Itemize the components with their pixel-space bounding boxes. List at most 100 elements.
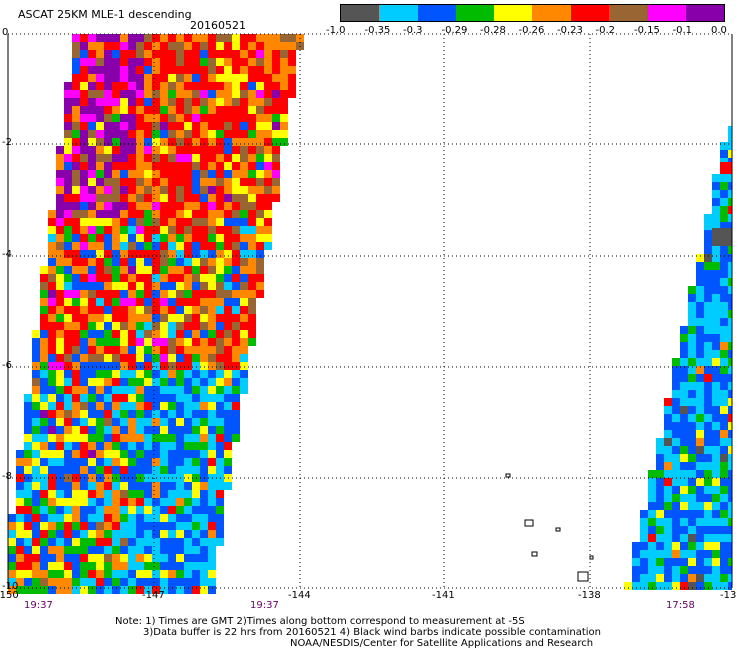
data-cell — [136, 418, 144, 426]
data-cell — [144, 570, 152, 578]
data-cell — [128, 154, 136, 162]
data-cell — [112, 266, 120, 274]
data-cell — [80, 186, 88, 194]
data-cell — [176, 90, 184, 98]
data-cell — [224, 98, 232, 106]
data-cell — [88, 122, 96, 130]
data-cell — [712, 174, 720, 182]
data-cell — [224, 386, 232, 394]
data-cell — [128, 466, 136, 474]
data-cell — [232, 202, 240, 210]
data-cell — [248, 234, 256, 242]
data-cell — [272, 74, 280, 82]
data-cell — [216, 538, 224, 546]
data-cell — [136, 570, 144, 578]
data-cell — [728, 198, 732, 206]
data-cell — [672, 574, 680, 582]
data-cell — [64, 562, 72, 570]
data-cell — [208, 250, 216, 258]
data-cell — [64, 90, 72, 98]
data-cell — [192, 386, 200, 394]
data-cell — [112, 394, 120, 402]
data-cell — [240, 218, 248, 226]
data-cell — [208, 362, 216, 370]
data-cell — [208, 498, 216, 506]
data-cell — [128, 122, 136, 130]
data-cell — [704, 510, 712, 518]
data-cell — [176, 330, 184, 338]
data-cell — [184, 90, 192, 98]
data-cell — [200, 354, 208, 362]
data-cell — [208, 354, 216, 362]
data-cell — [680, 398, 688, 406]
data-cell — [32, 514, 40, 522]
data-cell — [80, 42, 88, 50]
data-cell — [136, 58, 144, 66]
data-cell — [160, 98, 168, 106]
data-cell — [96, 562, 104, 570]
data-cell — [96, 114, 104, 122]
data-cell — [184, 522, 192, 530]
data-cell — [136, 130, 144, 138]
data-cell — [88, 130, 96, 138]
data-cell — [728, 582, 732, 590]
data-cell — [56, 290, 64, 298]
data-cell — [80, 266, 88, 274]
data-cell — [728, 358, 732, 366]
data-cell — [96, 378, 104, 386]
data-cell — [200, 226, 208, 234]
data-cell — [112, 202, 120, 210]
colorbar-label: -0.35 — [364, 25, 391, 36]
data-cell — [88, 538, 96, 546]
data-cell — [104, 146, 112, 154]
data-cell — [176, 586, 184, 594]
data-cell — [184, 538, 192, 546]
data-cell — [208, 226, 216, 234]
data-cell — [176, 194, 184, 202]
data-cell — [120, 306, 128, 314]
data-cell — [232, 362, 240, 370]
data-cell — [200, 250, 208, 258]
data-cell — [264, 42, 272, 50]
data-cell — [136, 266, 144, 274]
data-cell — [280, 34, 288, 42]
data-cell — [104, 82, 112, 90]
data-cell — [168, 178, 176, 186]
data-cell — [272, 114, 280, 122]
data-cell — [664, 558, 672, 566]
data-cell — [200, 426, 208, 434]
data-cell — [128, 58, 136, 66]
data-cell — [208, 218, 216, 226]
data-cell — [656, 454, 664, 462]
data-cell — [712, 494, 720, 502]
data-cell — [200, 346, 208, 354]
data-cell — [224, 434, 232, 442]
data-cell — [80, 330, 88, 338]
data-cell — [160, 354, 168, 362]
data-cell — [112, 426, 120, 434]
data-cell — [144, 538, 152, 546]
data-cell — [200, 570, 208, 578]
data-cell — [704, 582, 712, 590]
data-cell — [184, 330, 192, 338]
data-cell — [88, 202, 96, 210]
data-cell — [208, 130, 216, 138]
data-cell — [120, 162, 128, 170]
data-cell — [232, 162, 240, 170]
data-cell — [216, 306, 224, 314]
data-cell — [704, 542, 712, 550]
data-cell — [80, 178, 88, 186]
data-cell — [152, 490, 160, 498]
data-cell — [56, 442, 64, 450]
data-cell — [128, 226, 136, 234]
data-cell — [48, 530, 56, 538]
data-cell — [152, 242, 160, 250]
colorbar-label: 0.0 — [711, 25, 727, 36]
data-cell — [184, 426, 192, 434]
data-cell — [128, 170, 136, 178]
data-cell — [104, 394, 112, 402]
island-outline — [505, 473, 511, 478]
data-cell — [224, 234, 232, 242]
data-cell — [152, 266, 160, 274]
data-cell — [264, 50, 272, 58]
